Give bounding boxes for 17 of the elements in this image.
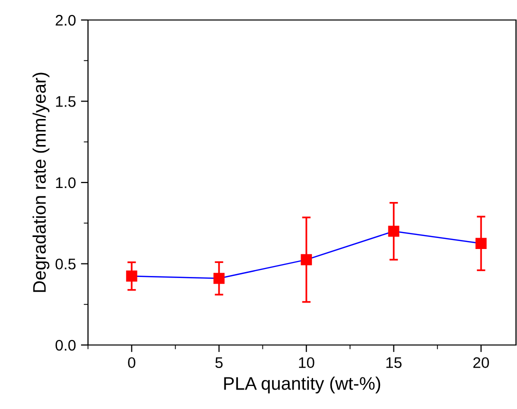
point: [126, 270, 138, 282]
x-tick-label: 15: [386, 357, 402, 368]
point: [300, 254, 312, 266]
x-axis-title: PLA quantity (wt-%): [224, 376, 380, 394]
point: [476, 238, 487, 249]
y-axis-title: Degradation rate (mm/year): [32, 72, 50, 292]
y-tick-label: 0.0: [56, 340, 76, 351]
y-tick-label: 0.5: [56, 258, 76, 270]
x-tick-label: 20: [473, 357, 489, 368]
point: [388, 226, 400, 237]
y-tick-label: 1.0: [56, 177, 76, 188]
point: [213, 272, 225, 284]
y-tick-label: 2.0: [56, 14, 76, 26]
y-tick-label: 1.5: [56, 96, 76, 107]
x-tick-label: 5: [215, 357, 223, 368]
x-tick-label: 10: [299, 357, 314, 368]
x-tick-label: 0: [128, 357, 136, 368]
